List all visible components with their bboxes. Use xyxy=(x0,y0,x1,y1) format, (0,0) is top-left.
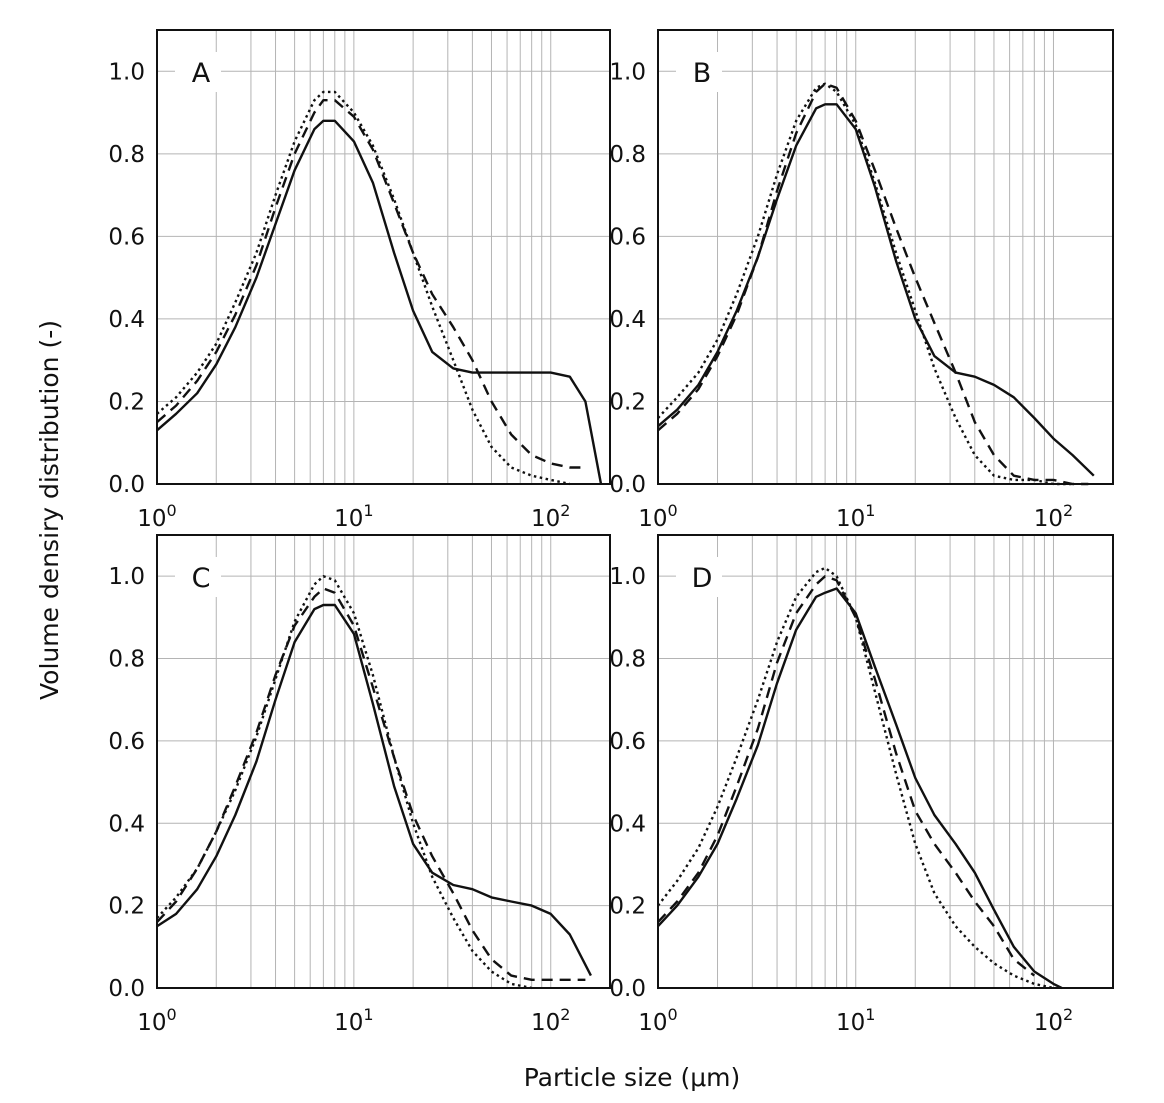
y-tick-label: 0.0 xyxy=(609,472,646,498)
y-tick-label: 0.6 xyxy=(108,729,145,755)
y-tick-label: 0.8 xyxy=(108,142,145,168)
y-tick-label: 0.6 xyxy=(108,224,145,250)
y-tick-label: 0.4 xyxy=(609,307,646,333)
panel-label-background xyxy=(676,557,722,597)
y-tick-label: 0.2 xyxy=(108,894,145,920)
x-tick-label: 100 xyxy=(137,1005,176,1036)
panel-label-background xyxy=(175,52,221,92)
panel-label: A xyxy=(192,58,211,89)
series-line-solid xyxy=(156,119,603,485)
panel-label-background xyxy=(676,52,722,92)
x-tick-label: 102 xyxy=(531,1005,570,1036)
series-line-solid xyxy=(156,603,592,977)
y-tick-label: 0.8 xyxy=(609,647,646,673)
y-tick-label: 1.0 xyxy=(108,564,145,590)
y-tick-label: 0.0 xyxy=(108,976,145,1002)
x-axis-title: Particle size (μm) xyxy=(524,1063,741,1092)
series-line-dotted xyxy=(657,82,1073,486)
y-axis-title: Volume densiry distribution (-) xyxy=(35,320,64,700)
y-tick-label: 0.8 xyxy=(609,142,646,168)
x-tick-label: 102 xyxy=(531,501,570,532)
series-line-solid xyxy=(657,587,1063,990)
x-tick-label: 100 xyxy=(638,501,677,532)
series-line-dashed xyxy=(156,587,586,981)
y-tick-label: 0.6 xyxy=(609,729,646,755)
panel-label: B xyxy=(693,58,712,89)
panel-label-background xyxy=(175,557,221,597)
panels: 0.0 0.2 0.4 0.6 0.8 1.0 100 101 102 A 0.0 0.2 0.4 0.6… xyxy=(108,29,1114,1036)
panel-b: 0.0 0.2 0.4 0.6 0.8 1.0 100 101 102 B xyxy=(609,29,1114,532)
series-line-dashed xyxy=(657,575,1036,977)
plot-frame xyxy=(156,534,611,989)
panel-d: 0.0 0.2 0.4 0.6 0.8 1.0 100 101 102 D xyxy=(609,534,1114,1036)
y-tick-label: 0.4 xyxy=(609,811,646,837)
y-tick-label: 0.0 xyxy=(108,472,145,498)
panel-label: C xyxy=(192,563,211,594)
x-tick-label: 101 xyxy=(334,501,373,532)
y-tick-label: 1.0 xyxy=(108,59,145,85)
series-line-dashed xyxy=(657,82,1089,486)
plot-frame xyxy=(156,29,611,485)
panel-a: 0.0 0.2 0.4 0.6 0.8 1.0 100 101 102 A xyxy=(108,29,611,532)
y-tick-label: 0.0 xyxy=(609,976,646,1002)
y-tick-label: 0.8 xyxy=(108,647,145,673)
x-tick-label: 100 xyxy=(638,1005,677,1036)
series-line-solid xyxy=(657,103,1095,477)
y-tick-label: 0.4 xyxy=(108,811,145,837)
y-tick-label: 0.6 xyxy=(609,224,646,250)
panel-label: D xyxy=(692,563,713,594)
x-tick-label: 102 xyxy=(1034,1005,1073,1036)
x-tick-label: 102 xyxy=(1034,501,1073,532)
x-tick-label: 101 xyxy=(836,1005,875,1036)
series-line-dotted xyxy=(156,90,571,486)
y-tick-label: 1.0 xyxy=(609,59,646,85)
x-tick-label: 101 xyxy=(836,501,875,532)
y-tick-label: 0.4 xyxy=(108,307,145,333)
panel-c: 0.0 0.2 0.4 0.6 0.8 1.0 100 101 102 C xyxy=(108,534,611,1036)
y-tick-label: 0.2 xyxy=(609,894,646,920)
x-tick-label: 100 xyxy=(137,501,176,532)
y-tick-label: 0.2 xyxy=(108,389,145,415)
series-line-dashed xyxy=(156,98,586,469)
series-line-dotted xyxy=(156,575,532,990)
x-tick-label: 101 xyxy=(334,1005,373,1036)
y-tick-label: 0.2 xyxy=(609,389,646,415)
plot-frame xyxy=(657,29,1114,485)
y-tick-label: 1.0 xyxy=(609,564,646,590)
plot-frame xyxy=(657,534,1114,989)
